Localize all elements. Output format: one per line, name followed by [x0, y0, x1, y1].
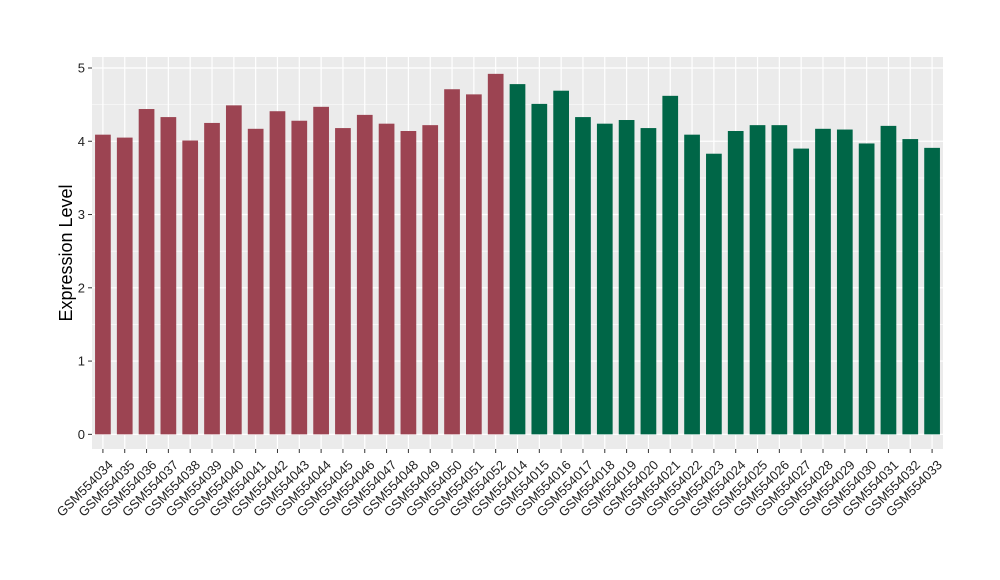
bar-GSM554017	[575, 117, 591, 435]
bar-GSM554018	[596, 123, 613, 435]
bar-GSM554022	[684, 134, 700, 435]
bar-GSM554052	[487, 73, 504, 435]
bar-GSM554024	[727, 131, 744, 435]
bar-GSM554032	[902, 139, 919, 435]
bars	[95, 73, 940, 435]
bar-GSM554019	[618, 120, 635, 435]
y-tick-label: 1	[78, 354, 85, 369]
y-tick-label: 3	[78, 207, 85, 222]
bar-GSM554040	[225, 105, 242, 435]
bar-GSM554041	[247, 128, 264, 435]
y-tick-label: 0	[78, 427, 85, 442]
bar-GSM554026	[771, 125, 788, 435]
y-tick-label: 2	[78, 280, 85, 295]
bar-GSM554047	[378, 123, 395, 435]
bar-GSM554045	[335, 128, 351, 435]
bar-GSM554020	[640, 128, 657, 435]
bar-GSM554038	[182, 140, 199, 435]
bar-GSM554039	[204, 122, 220, 435]
bar-GSM554033	[924, 147, 940, 435]
bar-GSM554046	[356, 114, 373, 435]
bar-GSM554016	[553, 90, 569, 435]
bar-GSM554042	[269, 111, 286, 435]
bar-GSM554048	[400, 131, 417, 435]
bar-GSM554027	[793, 148, 810, 435]
bar-GSM554050	[444, 89, 460, 435]
bar-GSM554023	[706, 153, 722, 435]
bar-GSM554034	[95, 134, 111, 435]
y-tick-label: 5	[78, 60, 85, 75]
bar-GSM554049	[422, 125, 439, 435]
bar-GSM554036	[138, 109, 155, 435]
bar-GSM554051	[466, 94, 482, 435]
bar-GSM554015	[531, 103, 548, 435]
bar-GSM554030	[858, 143, 875, 435]
bar-GSM554025	[749, 125, 766, 435]
bar-GSM554029	[836, 129, 853, 435]
y-axis-title: Expression Level	[56, 184, 76, 321]
bar-GSM554031	[880, 125, 897, 435]
bar-GSM554044	[313, 106, 329, 435]
bar-GSM554021	[662, 95, 679, 435]
bar-GSM554035	[116, 137, 133, 435]
bar-GSM554043	[291, 120, 308, 435]
bar-GSM554037	[160, 117, 177, 435]
y-axis: 0 1 2 3 4 5	[78, 60, 92, 442]
x-axis: GSM554034GSM554035GSM554036GSM554037GSM5…	[54, 449, 945, 520]
bar-GSM554028	[815, 128, 831, 435]
bar-GSM554014	[509, 84, 526, 435]
y-tick-label: 4	[78, 134, 85, 149]
